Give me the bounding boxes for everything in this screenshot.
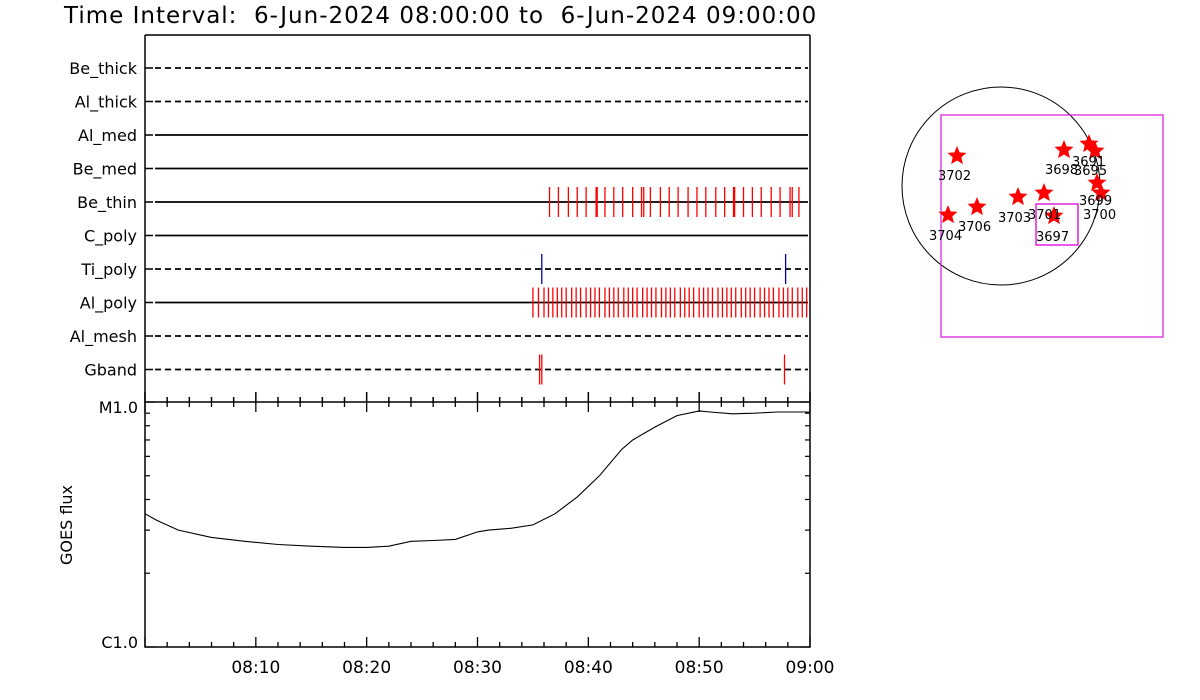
active-region-star	[1091, 183, 1111, 202]
channel-label-be-med: Be_med	[73, 160, 137, 180]
goes-y-axis-label: GOES flux	[57, 485, 76, 565]
channel-label-al-poly: Al_poly	[80, 294, 137, 314]
active-region-star	[947, 146, 967, 165]
goes-ytick-label-m1: M1.0	[99, 398, 138, 417]
active-region-label: 3706	[958, 220, 991, 235]
x-tick-label: 08:40	[564, 658, 613, 678]
active-region-label: 3701	[1028, 208, 1061, 223]
active-region-label: 3698	[1045, 163, 1078, 178]
detector-timeline-panel: Be_thick Al_thick Al_med Be_med Be_thin C_pol…	[69, 34, 811, 402]
channel-label-gband: Gband	[84, 361, 137, 380]
x-tick-label: 08:50	[675, 658, 724, 678]
active-region-star	[1054, 140, 1074, 159]
page-title: Time Interval: 6-Jun-2024 08:00:00 to 6-…	[64, 3, 818, 29]
goes-plot-frame	[144, 401, 811, 648]
active-region-star	[1085, 141, 1105, 160]
active-region-label: 3699	[1079, 194, 1112, 209]
channel-label-al-thick: Al_thick	[75, 93, 138, 113]
active-region-label: 3703	[998, 211, 1031, 226]
x-tick-label: 09:00	[786, 658, 835, 678]
flare-region-box	[1035, 203, 1079, 246]
active-region-label: 3702	[938, 169, 971, 184]
x-tick-label: 08:20	[342, 658, 391, 678]
channel-label-al-mesh: Al_mesh	[70, 327, 137, 347]
active-region-label: 3704	[929, 229, 962, 244]
goes-ytick-label-c1: C1.0	[101, 633, 138, 652]
channel-label-c-poly: C_poly	[84, 227, 137, 247]
channel-label-be-thick: Be_thick	[69, 59, 137, 79]
active-region-star	[967, 197, 987, 216]
goes-flux-panel: GOES flux M1.0 C1.0 08:10 08:20 08:30 08:40…	[57, 392, 835, 678]
active-region-label: 3691	[1072, 155, 1105, 170]
goes-flux-line	[144, 410, 810, 548]
active-region-label: 3695	[1074, 164, 1107, 179]
active-region-star	[1034, 183, 1054, 202]
active-region-label: 3697	[1036, 230, 1069, 245]
active-region-label: 3700	[1083, 208, 1116, 223]
active-region-star	[1044, 206, 1064, 225]
x-tick-label: 08:30	[453, 658, 502, 678]
solar-limb-circle	[901, 86, 1101, 286]
active-region-star	[1008, 187, 1028, 206]
channel-label-be-thin: Be_thin	[77, 193, 137, 213]
channel-label-al-med: Al_med	[78, 126, 137, 146]
field-of-view-box	[940, 114, 1164, 338]
x-tick-label: 08:10	[231, 658, 280, 678]
channel-label-ti-poly: Ti_poly	[80, 260, 137, 280]
active-region-star	[938, 205, 958, 224]
